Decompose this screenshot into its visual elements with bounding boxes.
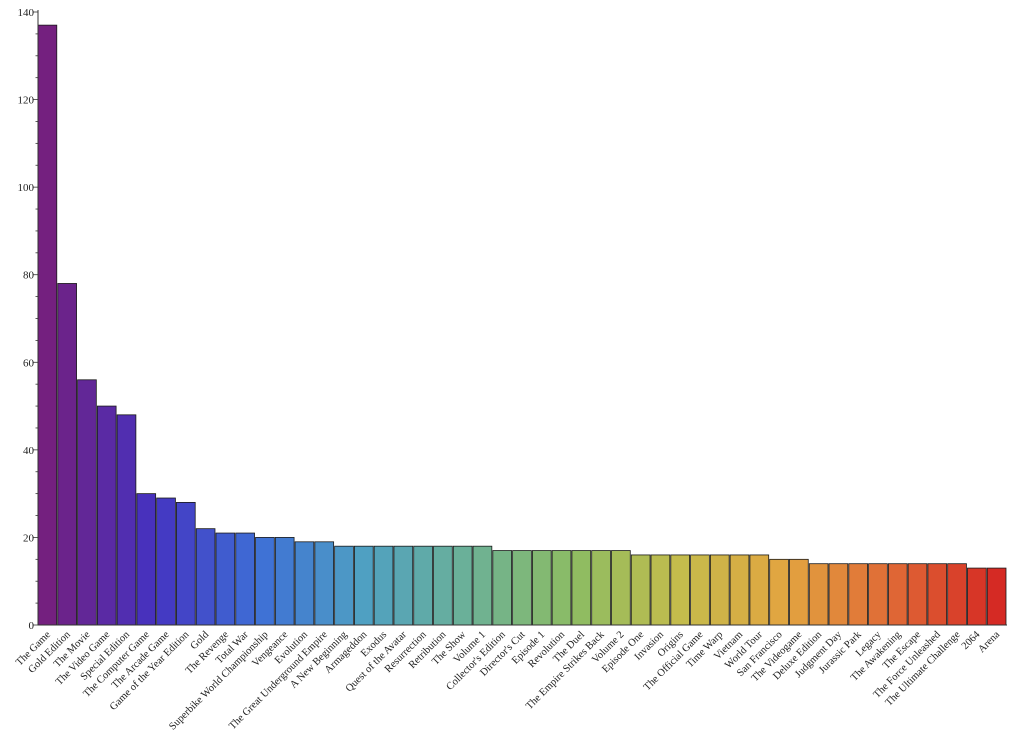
bar-21 [452, 545, 473, 626]
bar-26 [551, 550, 572, 626]
y-tick-label-0: 0 [29, 620, 35, 632]
bar-44 [907, 563, 928, 626]
bar-4 [116, 414, 137, 626]
bar-22 [472, 545, 493, 626]
y-tick-label-80: 80 [23, 270, 35, 282]
bar-7 [176, 501, 196, 626]
y-axis: 0 20 40 60 80 100 120 140 [18, 7, 39, 632]
bar-15 [334, 545, 354, 626]
bars-group [37, 24, 1007, 626]
bar-40 [828, 563, 849, 626]
y-tick-label-100: 100 [18, 182, 35, 194]
bar-5 [136, 493, 157, 626]
bar-11 [255, 537, 275, 626]
bar-34 [709, 554, 730, 626]
bar-8 [195, 528, 216, 626]
bar-14 [314, 541, 335, 626]
bar-36 [749, 554, 770, 626]
y-tick-label-40: 40 [23, 445, 35, 457]
bar-31 [650, 554, 671, 626]
bar-10 [235, 532, 255, 626]
bar-27 [571, 550, 592, 626]
bar-24 [512, 550, 532, 626]
bar-9 [215, 532, 236, 626]
bar-38 [789, 558, 809, 626]
bar-39 [808, 563, 829, 626]
bar-18 [393, 545, 414, 626]
bar-25 [531, 550, 552, 626]
bar-48 [986, 567, 1007, 626]
bar-45 [927, 563, 948, 626]
bar-1 [57, 283, 77, 626]
bar-46 [947, 563, 967, 626]
bar-37 [769, 558, 789, 626]
bar-17 [373, 545, 394, 626]
bar-43 [887, 563, 908, 626]
bar-32 [670, 554, 691, 626]
y-tick-label-60: 60 [23, 357, 35, 369]
y-tick-label-120: 120 [18, 95, 35, 107]
y-tick-label-140: 140 [18, 7, 35, 19]
bar-20 [433, 545, 453, 626]
bar-6 [156, 497, 176, 626]
bar-13 [294, 541, 315, 626]
bar-35 [729, 554, 750, 626]
bar-23 [492, 550, 513, 626]
bar-41 [848, 563, 868, 626]
bar-12 [274, 537, 295, 626]
bar-33 [690, 554, 710, 626]
bar-47 [967, 567, 987, 626]
bar-28 [591, 550, 611, 626]
y-tick-label-20: 20 [23, 532, 35, 544]
bar-16 [354, 545, 374, 626]
category-label-48: Arena [976, 629, 1002, 655]
bar-19 [413, 545, 433, 626]
bar-3 [96, 405, 117, 626]
bar-42 [868, 563, 888, 626]
bar-0 [37, 24, 58, 626]
bar-29 [611, 550, 631, 626]
bar-2 [77, 379, 97, 626]
bar-30 [630, 554, 651, 626]
